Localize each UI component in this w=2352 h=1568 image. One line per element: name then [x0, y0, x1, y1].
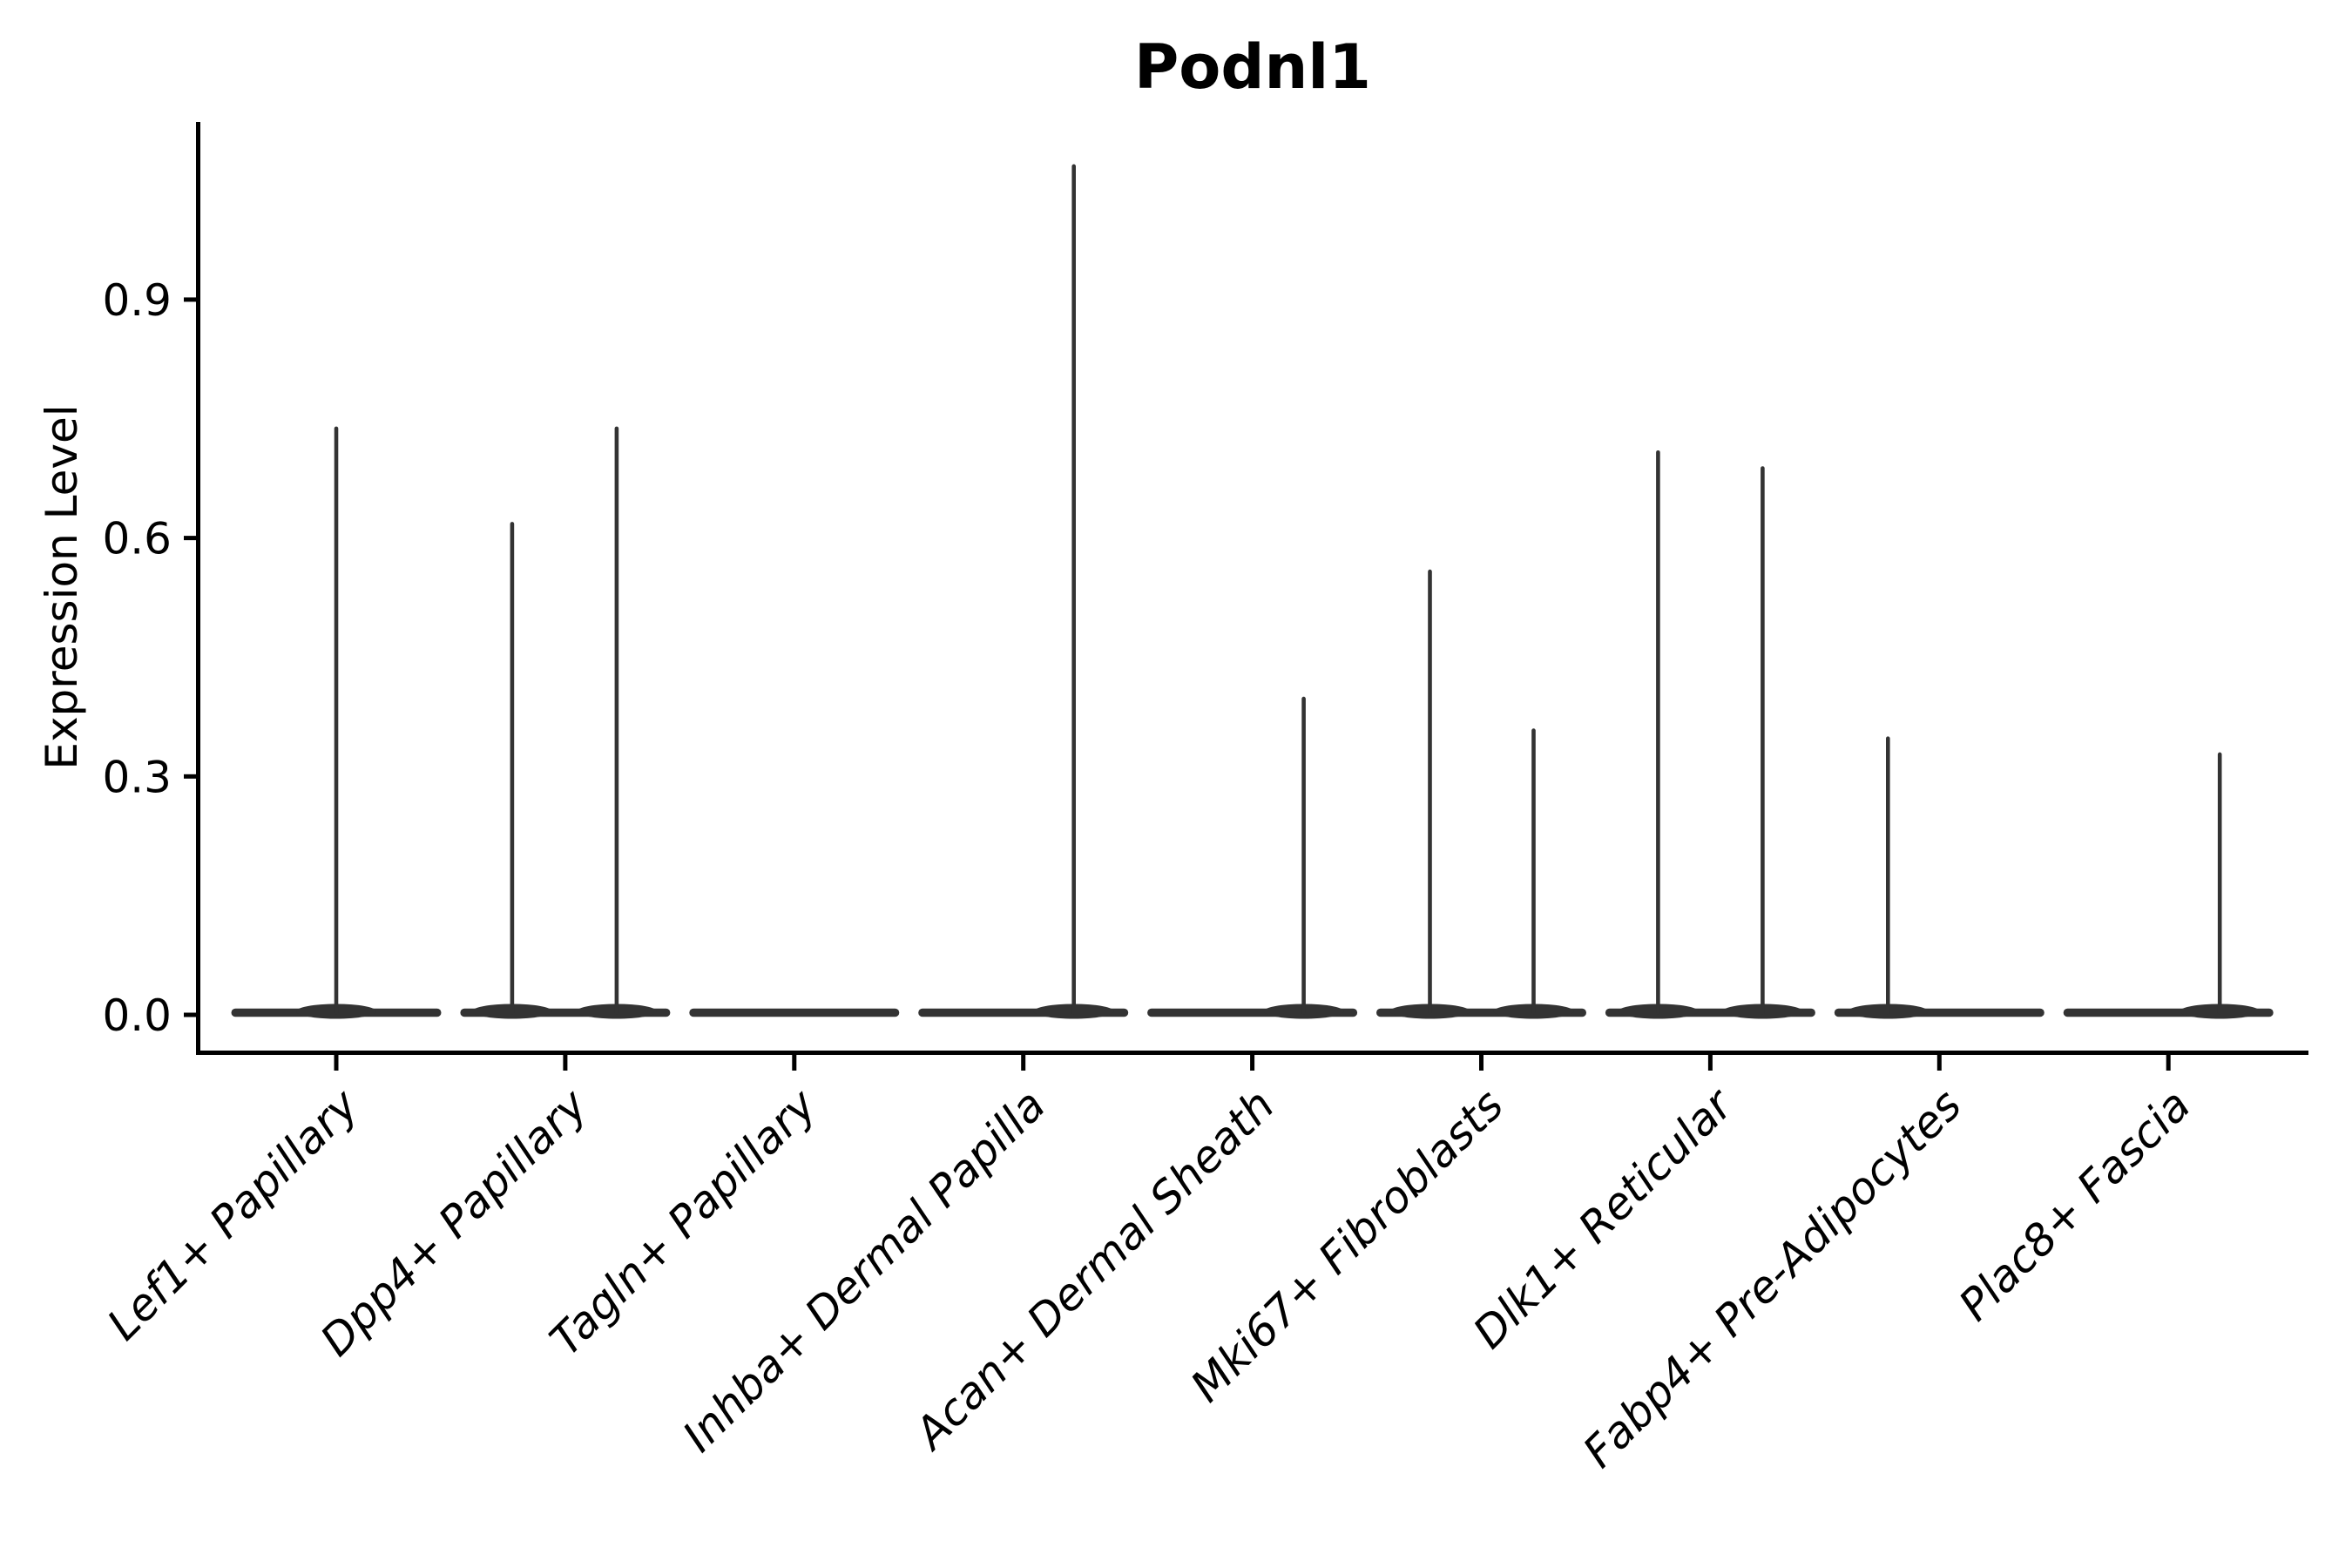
- chart-title: Podnl1: [1134, 31, 1371, 103]
- y-tick-label: 0.9: [102, 275, 172, 326]
- y-tick-label: 0.0: [102, 990, 172, 1041]
- y-tick-label: 0.3: [102, 752, 172, 802]
- axes-group: [196, 122, 2308, 1055]
- violin-body: [689, 1008, 900, 1017]
- y-axis-title: Expression Level: [37, 404, 87, 769]
- y-tick-label: 0.6: [102, 514, 172, 564]
- y-ticks-group: 0.0 0.3 0.6 0.9: [102, 275, 196, 1041]
- violins-group: [231, 164, 2274, 1019]
